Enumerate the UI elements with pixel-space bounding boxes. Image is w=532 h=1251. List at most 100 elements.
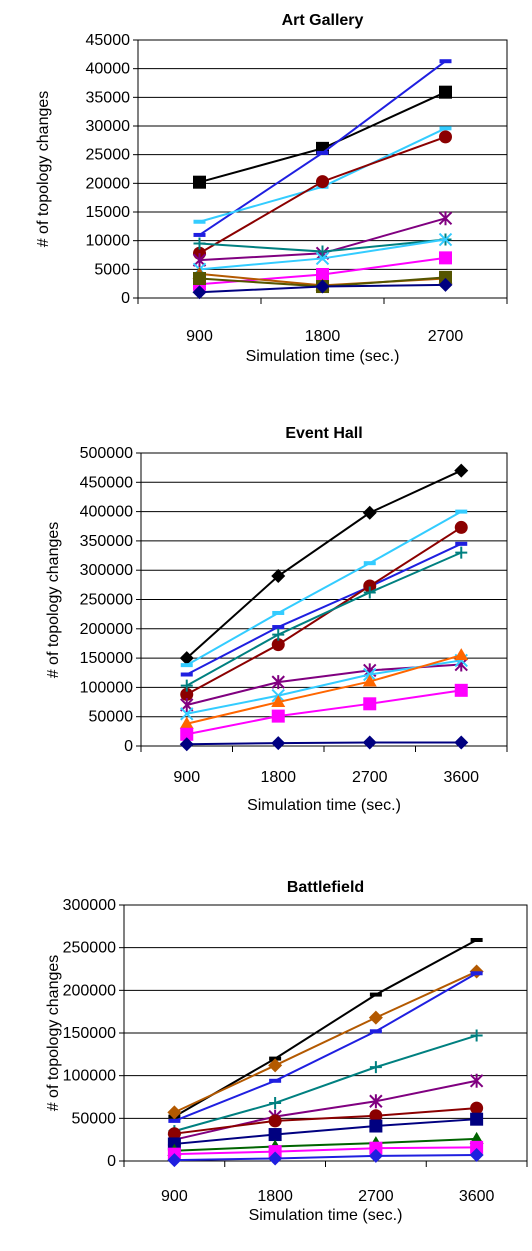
x-tick-label: 2700 — [358, 1188, 394, 1205]
series-line — [186, 526, 462, 696]
chart-title: Battlefield — [287, 879, 364, 896]
data-point — [180, 707, 194, 721]
data-point — [179, 737, 194, 752]
series-1 — [168, 937, 483, 1119]
y-tick-label: 300000 — [80, 562, 133, 579]
series-line — [186, 510, 462, 667]
series-1 — [193, 85, 452, 189]
data-point — [438, 211, 453, 226]
x-axis-label: Simulation time (sec.) — [249, 1207, 403, 1224]
y-tick-label: 350000 — [80, 533, 133, 550]
y-tick-label: 200000 — [80, 621, 133, 638]
data-point — [455, 546, 468, 559]
y-tick-label: 0 — [124, 738, 133, 755]
y-tick-label: 25000 — [86, 147, 131, 164]
data-point — [271, 638, 285, 652]
y-tick-label: 400000 — [80, 504, 133, 521]
data-point — [316, 175, 329, 189]
series-7 — [167, 1112, 484, 1151]
data-point — [180, 687, 194, 701]
data-point — [272, 628, 285, 641]
data-point — [470, 937, 483, 942]
data-point — [167, 1127, 181, 1141]
data-point — [180, 679, 193, 692]
series-10 — [167, 1148, 484, 1168]
x-tick-label: 3600 — [443, 769, 479, 786]
y-tick-label: 250000 — [80, 592, 133, 609]
data-point — [470, 971, 483, 976]
data-point — [438, 277, 453, 292]
data-point — [271, 675, 285, 690]
y-tick-label: 35000 — [86, 89, 131, 106]
data-point — [470, 1101, 484, 1115]
data-point — [470, 1112, 484, 1126]
data-point — [268, 1058, 283, 1073]
data-point — [439, 126, 452, 131]
data-point — [369, 1109, 383, 1123]
series-line — [199, 91, 446, 184]
series-2 — [180, 509, 468, 668]
data-point — [439, 85, 452, 99]
data-point — [269, 1096, 282, 1109]
y-axis-label: # of topology changes — [35, 91, 52, 248]
y-tick-label: 300000 — [63, 897, 116, 914]
y-tick-label: 150000 — [80, 650, 133, 667]
data-point — [167, 1105, 182, 1120]
data-point — [369, 1119, 383, 1133]
data-point — [272, 625, 285, 630]
x-axis-label: Simulation time (sec.) — [246, 348, 400, 365]
series-3 — [168, 971, 483, 1123]
plot-frame — [137, 39, 508, 299]
chart-1: Art Gallery 0 5000 10000 15000 20000 25000 3000… — [35, 12, 508, 365]
series-3 — [193, 126, 452, 224]
y-tick-label: 250000 — [63, 940, 116, 957]
data-point — [439, 251, 452, 265]
data-point — [454, 520, 468, 534]
data-point — [454, 648, 469, 661]
data-point — [193, 232, 206, 237]
y-tick-label: 200000 — [63, 982, 116, 999]
data-point — [454, 735, 469, 750]
data-point — [268, 1151, 283, 1166]
series-8 — [179, 648, 469, 729]
series-line — [173, 970, 478, 1114]
y-tick-label: 5000 — [94, 261, 130, 278]
series-line — [186, 551, 462, 687]
data-point — [469, 1073, 484, 1088]
x-tick-label: 1800 — [257, 1188, 293, 1205]
data-point — [192, 285, 207, 300]
y-tick-label: 10000 — [86, 233, 131, 250]
y-tick-label: 0 — [107, 1153, 116, 1170]
series-2 — [167, 964, 484, 1120]
series-line — [174, 1154, 477, 1162]
data-point — [179, 716, 194, 729]
series-line — [174, 1118, 477, 1145]
series-line — [174, 1146, 477, 1156]
x-tick-label: 3600 — [459, 1188, 495, 1205]
series-2 — [193, 59, 452, 237]
y-tick-label: 15000 — [86, 204, 131, 221]
data-point — [369, 1094, 383, 1109]
series-4 — [180, 520, 468, 701]
y-tick-label: 150000 — [63, 1025, 116, 1042]
data-point — [368, 1148, 383, 1163]
x-tick-label: 2700 — [352, 769, 388, 786]
y-tick-label: 0 — [121, 290, 130, 307]
data-point — [193, 237, 206, 250]
data-point — [363, 586, 376, 599]
data-point — [316, 150, 329, 155]
y-tick-label: 100000 — [80, 679, 133, 696]
series-9 — [180, 683, 468, 741]
x-tick-label: 900 — [173, 769, 200, 786]
data-point — [454, 683, 468, 697]
data-point — [269, 1078, 282, 1083]
series-line — [174, 1137, 477, 1152]
data-point — [368, 1010, 383, 1025]
data-point — [362, 735, 377, 750]
x-tick-label: 1800 — [305, 328, 341, 345]
data-point — [363, 667, 377, 682]
y-tick-label: 450000 — [80, 474, 133, 491]
series-line — [173, 939, 478, 1118]
chart-3: Battlefield 0 50000 100000 150000 200000 25000… — [45, 879, 528, 1224]
data-point — [180, 663, 193, 668]
